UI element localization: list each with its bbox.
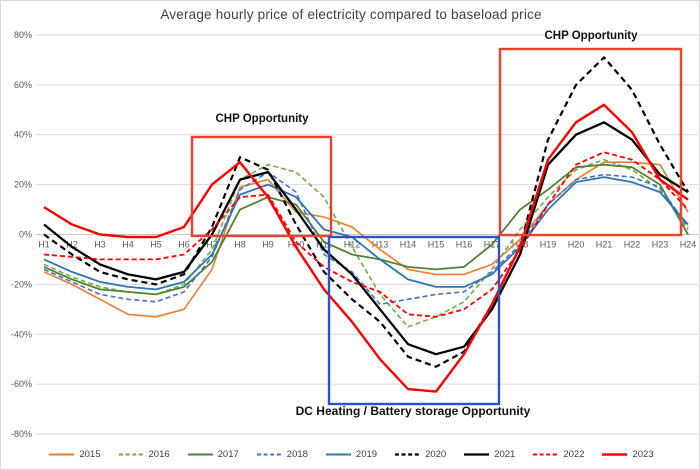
series-line-2019 <box>43 176 689 291</box>
y-tick-label: 40% <box>14 130 32 140</box>
legend-item-2019: 2019 <box>325 449 377 460</box>
y-tick-label: 0% <box>19 230 32 240</box>
y-tick-label: -80% <box>11 429 32 439</box>
legend-swatch-2023 <box>602 452 628 456</box>
x-tick-label: H3 <box>94 240 106 250</box>
x-tick-label: H9 <box>262 240 274 250</box>
series-line-2023 <box>43 103 689 393</box>
annotation-box-1 <box>498 47 683 237</box>
x-tick-label: H20 <box>568 240 585 250</box>
x-tick-label: H23 <box>652 240 669 250</box>
legend-item-2021: 2021 <box>463 449 515 460</box>
series-lines <box>43 56 689 393</box>
y-tick-label: -60% <box>11 379 32 389</box>
x-tick-label: H16 <box>456 240 473 250</box>
legend-label-2015: 2015 <box>79 448 101 460</box>
legend-item-2023: 2023 <box>601 448 654 460</box>
y-tick-label: 60% <box>14 80 32 90</box>
x-tick-label: H2 <box>66 240 78 250</box>
x-tick-label: H8 <box>234 240 246 250</box>
annotation-chp-right: CHP Opportunity <box>544 30 638 42</box>
series-line-2021 <box>43 121 689 356</box>
annotation-boxes <box>190 47 683 406</box>
x-tick-label: H22 <box>624 240 641 250</box>
x-tick-label: H21 <box>596 240 613 250</box>
x-tick-label: H7 <box>206 240 218 250</box>
y-axis-labels: 80% 60% 40% 20% 0% -20% -40% -60% -80% <box>11 30 32 439</box>
x-axis-labels: H1 H2 H3 H4 H5 H6 H7 H8 H9 H10 H11 H12 H13 H14 H15 H16 H… <box>38 240 696 250</box>
y-tick-label: -40% <box>11 329 32 339</box>
legend-swatch-2021 <box>464 452 490 456</box>
gridlines <box>36 34 698 435</box>
legend-label-2022: 2022 <box>563 448 585 460</box>
series-line-2017 <box>43 163 689 296</box>
legend-item-2018: 2018 <box>256 449 308 460</box>
legend-item-2020: 2020 <box>394 449 446 460</box>
series-line-2015 <box>43 161 689 318</box>
annotation-box-0 <box>190 135 333 238</box>
legend-item-2016: 2016 <box>118 449 170 460</box>
legend-label-2018: 2018 <box>286 448 308 460</box>
legend-swatch-2018 <box>256 453 282 455</box>
y-tick-label: -20% <box>11 279 32 289</box>
annotation-dc-heating: DC Heating / Battery storage Opportunity <box>295 404 531 418</box>
x-tick-label: H4 <box>122 240 134 250</box>
legend-swatch-2015 <box>49 453 75 455</box>
x-tick-label: H24 <box>680 240 697 250</box>
annotation-chp-left: CHP Opportunity <box>215 113 309 125</box>
x-tick-label: H1 <box>38 240 50 250</box>
legend-label-2016: 2016 <box>148 448 170 460</box>
annotation-box-2 <box>327 235 501 406</box>
legend-swatch-2022 <box>533 453 559 455</box>
legend-label-2021: 2021 <box>494 448 516 460</box>
chart-title: Average hourly price of electricity comp… <box>160 7 542 22</box>
legend-swatch-2019 <box>325 453 351 455</box>
legend-item-2022: 2022 <box>532 449 584 460</box>
series-line-2022 <box>43 151 689 318</box>
legend-label-2020: 2020 <box>425 448 447 460</box>
x-tick-label: H12 <box>344 240 361 250</box>
x-tick-label: H13 <box>372 240 389 250</box>
x-tick-label: H5 <box>150 240 162 250</box>
x-tick-label: H15 <box>428 240 445 250</box>
legend-swatch-2017 <box>187 453 213 455</box>
series-line-2020 <box>43 56 689 368</box>
y-tick-label: 20% <box>14 180 32 190</box>
legend-item-2017: 2017 <box>187 449 239 460</box>
legend-swatch-2020 <box>395 452 421 456</box>
x-tick-label: H14 <box>400 240 417 250</box>
legend-swatch-2016 <box>118 453 144 455</box>
y-tick-label: 80% <box>14 30 32 40</box>
series-line-2018 <box>43 171 689 306</box>
x-tick-label: H19 <box>540 240 557 250</box>
legend-item-2015: 2015 <box>48 448 101 460</box>
legend-label-2023: 2023 <box>632 448 654 460</box>
x-tick-label: H10 <box>288 240 305 250</box>
legend-label-2019: 2019 <box>355 448 378 460</box>
x-tick-label: H6 <box>178 240 190 250</box>
chart-legend: 2015 2016 2017 2018 2019 2020 2021 2022 2023 <box>1 443 699 465</box>
x-tick-label: H11 <box>316 240 332 250</box>
legend-label-2017: 2017 <box>217 448 239 460</box>
